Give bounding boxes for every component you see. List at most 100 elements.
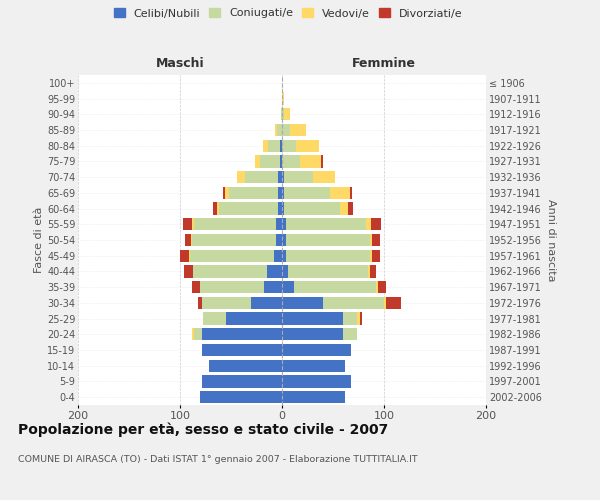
Bar — [183, 218, 192, 230]
Bar — [370, 250, 372, 262]
Bar — [237, 171, 245, 183]
Bar — [277, 124, 282, 136]
Bar — [282, 296, 323, 309]
Bar — [378, 281, 386, 293]
Bar — [313, 171, 335, 183]
Bar — [282, 266, 288, 278]
Bar — [323, 296, 384, 309]
Text: Popolazione per età, sesso e stato civile - 2007: Popolazione per età, sesso e stato civil… — [18, 422, 388, 437]
Bar — [192, 328, 194, 340]
Bar — [275, 124, 277, 136]
Bar — [282, 376, 352, 388]
Bar — [203, 312, 226, 324]
Bar — [282, 234, 286, 246]
Text: Maschi: Maschi — [155, 58, 205, 70]
Bar — [260, 156, 280, 168]
Bar — [343, 328, 358, 340]
Bar — [372, 250, 380, 262]
Bar — [330, 186, 350, 199]
Bar — [286, 250, 370, 262]
Bar — [284, 186, 330, 199]
Bar — [280, 156, 282, 168]
Bar — [199, 296, 202, 309]
Bar — [226, 312, 282, 324]
Bar — [370, 266, 376, 278]
Bar — [284, 108, 290, 120]
Bar — [229, 186, 278, 199]
Bar — [288, 266, 368, 278]
Bar — [282, 360, 345, 372]
Bar — [340, 202, 349, 214]
Bar — [282, 328, 343, 340]
Bar — [263, 140, 268, 152]
Bar — [282, 186, 284, 199]
Bar — [371, 218, 381, 230]
Bar — [282, 92, 284, 104]
Bar — [217, 202, 219, 214]
Bar — [282, 156, 301, 168]
Bar — [294, 281, 376, 293]
Bar — [219, 202, 278, 214]
Bar — [202, 344, 282, 356]
Bar — [370, 234, 372, 246]
Bar — [284, 202, 340, 214]
Bar — [282, 108, 284, 120]
Bar — [202, 376, 282, 388]
Bar — [282, 218, 286, 230]
Bar — [296, 140, 319, 152]
Bar — [202, 296, 251, 309]
Bar — [185, 234, 191, 246]
Text: COMUNE DI AIRASCA (TO) - Dati ISTAT 1° gennaio 2007 - Elaborazione TUTTITALIA.IT: COMUNE DI AIRASCA (TO) - Dati ISTAT 1° g… — [18, 455, 418, 464]
Bar — [349, 202, 353, 214]
Bar — [245, 171, 278, 183]
Bar — [290, 124, 307, 136]
Bar — [184, 266, 193, 278]
Y-axis label: Fasce di età: Fasce di età — [34, 207, 44, 273]
Bar — [209, 360, 282, 372]
Bar — [282, 171, 284, 183]
Bar — [372, 234, 380, 246]
Bar — [200, 391, 282, 404]
Bar — [386, 296, 401, 309]
Bar — [358, 312, 359, 324]
Bar — [263, 281, 282, 293]
Legend: Celibi/Nubili, Coniugati/e, Vedovi/e, Divorziati/e: Celibi/Nubili, Coniugati/e, Vedovi/e, Di… — [113, 8, 463, 18]
Bar — [282, 202, 284, 214]
Bar — [359, 312, 362, 324]
Bar — [268, 140, 280, 152]
Bar — [193, 266, 267, 278]
Bar — [368, 266, 370, 278]
Bar — [282, 391, 345, 404]
Bar — [365, 218, 371, 230]
Bar — [278, 186, 282, 199]
Bar — [276, 218, 282, 230]
Bar — [192, 281, 200, 293]
Bar — [350, 186, 352, 199]
Bar — [267, 266, 282, 278]
Bar — [192, 218, 194, 230]
Bar — [278, 202, 282, 214]
Bar — [180, 250, 189, 262]
Bar — [225, 186, 229, 199]
Bar — [190, 250, 274, 262]
Text: Femmine: Femmine — [352, 58, 416, 70]
Bar — [282, 124, 290, 136]
Bar — [280, 140, 282, 152]
Bar — [192, 234, 276, 246]
Bar — [278, 171, 282, 183]
Bar — [202, 328, 282, 340]
Bar — [223, 186, 225, 199]
Bar — [256, 156, 260, 168]
Bar — [286, 234, 370, 246]
Bar — [200, 281, 263, 293]
Bar — [191, 234, 192, 246]
Bar — [376, 281, 378, 293]
Bar — [281, 108, 282, 120]
Bar — [284, 171, 313, 183]
Bar — [251, 296, 282, 309]
Bar — [286, 218, 365, 230]
Bar — [282, 250, 286, 262]
Bar — [282, 140, 296, 152]
Bar — [274, 250, 282, 262]
Bar — [212, 202, 217, 214]
